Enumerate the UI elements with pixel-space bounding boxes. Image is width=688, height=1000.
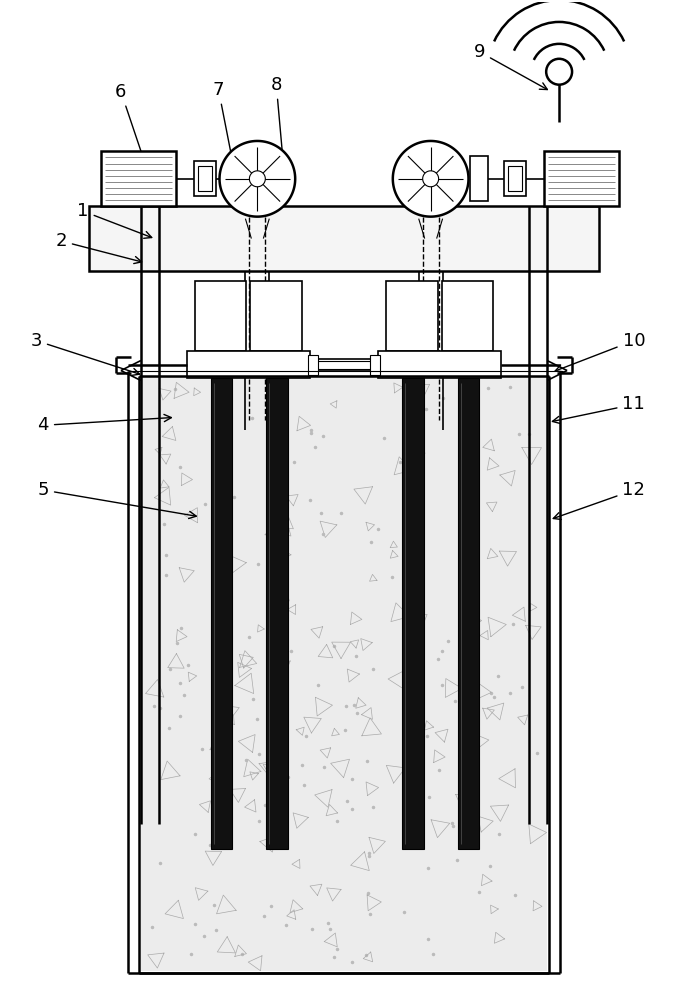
- Circle shape: [546, 59, 572, 85]
- Bar: [442, 281, 493, 351]
- Bar: [231, 156, 249, 201]
- Bar: [195, 281, 246, 351]
- Text: 9: 9: [474, 43, 548, 90]
- Bar: [211, 378, 233, 849]
- Bar: [197, 166, 211, 191]
- Bar: [89, 206, 599, 271]
- Bar: [250, 281, 302, 351]
- Text: 4: 4: [37, 414, 171, 434]
- Polygon shape: [393, 141, 469, 217]
- Bar: [458, 378, 480, 849]
- Bar: [386, 281, 438, 351]
- Text: 10: 10: [555, 332, 645, 372]
- Bar: [508, 166, 522, 191]
- Polygon shape: [422, 171, 439, 187]
- Bar: [370, 355, 380, 375]
- Bar: [101, 151, 175, 206]
- Text: 2: 2: [56, 232, 142, 264]
- Text: 6: 6: [115, 83, 153, 182]
- Bar: [186, 351, 310, 378]
- Bar: [266, 378, 288, 849]
- Bar: [544, 151, 619, 206]
- Text: 7: 7: [213, 81, 239, 187]
- Bar: [141, 377, 547, 971]
- Polygon shape: [249, 171, 266, 187]
- Polygon shape: [219, 141, 295, 217]
- Bar: [193, 161, 215, 196]
- Bar: [471, 156, 488, 201]
- Bar: [378, 351, 502, 378]
- Text: 1: 1: [77, 202, 152, 238]
- Text: 11: 11: [552, 395, 645, 423]
- Bar: [308, 355, 318, 375]
- Text: 12: 12: [553, 481, 645, 519]
- Bar: [504, 161, 526, 196]
- Text: 5: 5: [37, 481, 196, 519]
- Bar: [402, 378, 424, 849]
- Text: 8: 8: [270, 76, 289, 192]
- Text: 3: 3: [30, 332, 140, 375]
